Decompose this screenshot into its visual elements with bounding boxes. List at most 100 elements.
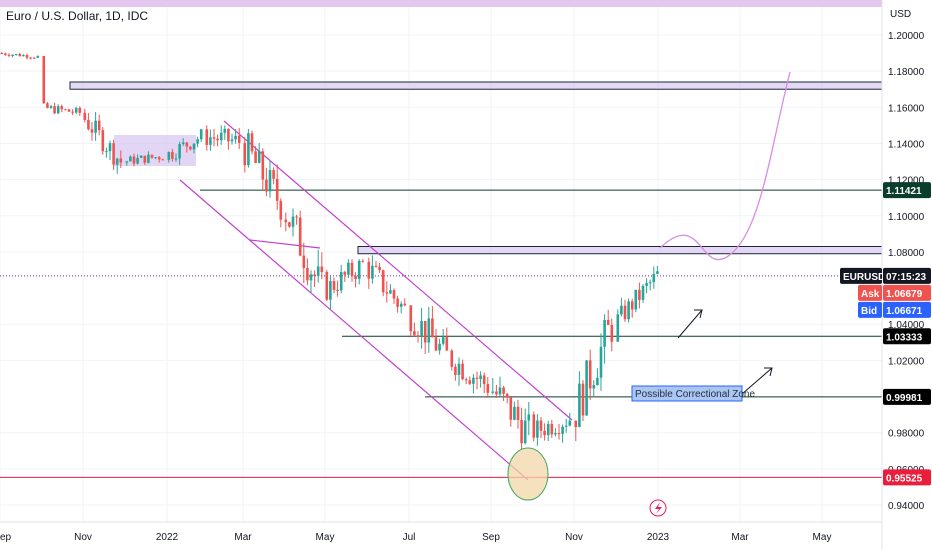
level-price-tag-bg bbox=[883, 469, 931, 486]
candle-body bbox=[298, 217, 302, 256]
ask-value-tag: 1.06679 bbox=[886, 289, 923, 300]
y-tick-label: 1.14000 bbox=[888, 139, 925, 150]
candle-body bbox=[94, 120, 97, 133]
candle-body bbox=[60, 106, 64, 110]
candle-body bbox=[234, 135, 237, 140]
candle-body bbox=[150, 154, 154, 158]
supply-zone bbox=[69, 81, 883, 90]
level-price-tag-bg bbox=[883, 328, 931, 345]
candle-body bbox=[46, 103, 49, 108]
time-axis[interactable]: ep Nov 2022 Mar May Jul Sep Nov 2023 Mar May bbox=[0, 532, 831, 543]
y-tick-label: 1.02000 bbox=[888, 356, 925, 367]
candle-body bbox=[147, 154, 150, 163]
x-tick-label: Mar bbox=[731, 532, 749, 543]
candle-body bbox=[29, 57, 32, 59]
candle-body bbox=[505, 393, 509, 397]
candle-body bbox=[78, 107, 82, 113]
candle-body bbox=[302, 255, 306, 268]
lightning-glyph bbox=[655, 502, 662, 514]
candle-body bbox=[554, 433, 557, 435]
currency-label: USD bbox=[890, 9, 911, 20]
candle-body bbox=[105, 151, 108, 153]
candle-body bbox=[181, 142, 185, 145]
candle-body bbox=[71, 111, 74, 113]
y-tick-label: 1.16000 bbox=[888, 103, 925, 114]
candle-body bbox=[578, 383, 581, 428]
candle-body bbox=[441, 337, 445, 344]
candle-body bbox=[306, 267, 309, 281]
ask-label-tag-bg bbox=[858, 284, 882, 301]
candle-body bbox=[288, 222, 291, 227]
candle-body bbox=[546, 424, 550, 436]
candle-body bbox=[268, 170, 272, 192]
candle-body bbox=[115, 158, 119, 165]
candle-body bbox=[14, 54, 18, 56]
candle-body bbox=[108, 143, 112, 152]
y-tick-label: 1.10000 bbox=[888, 212, 925, 223]
candle-body bbox=[291, 216, 295, 227]
candle-body bbox=[620, 305, 623, 315]
candle-body bbox=[413, 331, 416, 336]
descending-channel bbox=[179, 120, 573, 481]
candle-body bbox=[243, 142, 247, 166]
candle-body bbox=[423, 321, 427, 343]
candle-body bbox=[457, 363, 461, 375]
candle-body bbox=[56, 106, 60, 114]
candle-body bbox=[223, 128, 227, 133]
candle-body bbox=[178, 144, 181, 159]
candle-body bbox=[332, 281, 336, 290]
candle-body bbox=[568, 420, 572, 426]
level-price-tag: 1.11421 bbox=[886, 186, 922, 197]
bid-label-tag: Bid bbox=[861, 306, 877, 317]
candle-body bbox=[550, 424, 554, 435]
candle-body bbox=[101, 130, 105, 152]
candle-body bbox=[520, 419, 523, 444]
candle-body bbox=[606, 320, 610, 325]
candle-body bbox=[354, 276, 357, 280]
candle-body bbox=[472, 377, 475, 384]
price-axis[interactable]: 1.20000 1.18000 1.16000 1.14000 1.12000 1.100… bbox=[888, 31, 925, 512]
candle-body bbox=[90, 129, 94, 133]
y-tick-label: 1.04000 bbox=[888, 320, 925, 331]
candle-body bbox=[272, 170, 275, 179]
candle-body bbox=[7, 54, 11, 56]
projection-path bbox=[659, 71, 791, 261]
level-price-tag: 0.95525 bbox=[886, 473, 923, 484]
candle-body bbox=[316, 266, 320, 276]
candle-body bbox=[257, 151, 261, 163]
candle-body bbox=[325, 271, 329, 300]
candle-body bbox=[532, 414, 536, 438]
candle-body bbox=[645, 283, 648, 286]
candle-body bbox=[209, 137, 212, 145]
arrow-head-1 bbox=[694, 309, 703, 319]
plot-background bbox=[0, 0, 882, 550]
candle-body bbox=[171, 152, 174, 159]
candle-body bbox=[350, 262, 354, 277]
candle-body bbox=[132, 156, 136, 164]
candle-body bbox=[157, 157, 161, 160]
candle-body bbox=[347, 262, 350, 275]
candle-body bbox=[167, 152, 171, 160]
candle-body bbox=[648, 282, 652, 284]
x-tick-label: Sep bbox=[482, 532, 500, 543]
candle-body bbox=[616, 314, 620, 342]
candle-body bbox=[361, 260, 365, 262]
candle-body bbox=[475, 377, 479, 379]
level-price-tag: 0.99981 bbox=[886, 393, 923, 404]
candle-body bbox=[339, 272, 343, 291]
y-tick-label: 1.12000 bbox=[888, 176, 925, 187]
candle-body bbox=[265, 179, 268, 192]
candle-body bbox=[22, 55, 25, 57]
candle-body bbox=[543, 430, 546, 436]
candle-body bbox=[343, 272, 347, 275]
supply-zone bbox=[357, 246, 883, 255]
candle-body bbox=[434, 337, 438, 351]
y-tick-label: 1.18000 bbox=[888, 67, 925, 78]
y-tick-label: 1.08000 bbox=[888, 248, 925, 259]
candle-body bbox=[392, 290, 396, 299]
candle-body bbox=[119, 158, 123, 163]
x-tick-label: May bbox=[316, 532, 335, 543]
candle-body bbox=[581, 383, 585, 416]
candle-body bbox=[427, 318, 431, 343]
